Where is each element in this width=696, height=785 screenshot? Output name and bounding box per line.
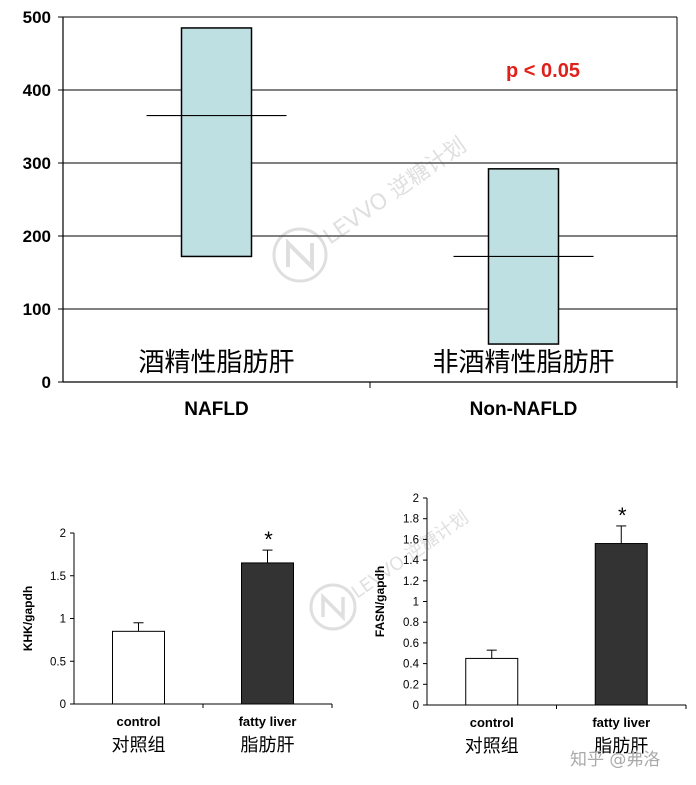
y-axis-label: FASN/gapdh [373, 566, 387, 637]
y-tick-label: 500 [23, 8, 51, 27]
y-tick-label: 2 [413, 493, 419, 505]
y-tick-label: 0.5 [50, 656, 66, 668]
y-tick-label: 0.6 [403, 638, 419, 650]
category-label-cn: 非酒精性脂肪肝 [432, 348, 614, 378]
bar [241, 562, 294, 705]
credit-text: 知乎 @弗洛 [570, 750, 660, 770]
category-label: NAFLD [184, 399, 248, 420]
y-tick-label: 1.2 [403, 576, 419, 588]
box [180, 27, 253, 258]
significance-star: * [264, 527, 273, 552]
significance-star: * [618, 503, 627, 528]
y-axis-label: KHK/gapdh [21, 586, 35, 651]
category-label-cn: 脂肪肝 [241, 735, 295, 756]
y-tick-label: 200 [23, 227, 51, 246]
category-label-cn: 对照组 [465, 736, 519, 757]
y-tick-label: 2 [60, 528, 66, 540]
category-label: Non-NAFLD [470, 399, 578, 420]
y-tick-label: 400 [23, 81, 51, 100]
category-label-cn: 酒精性脂肪肝 [138, 348, 294, 378]
bar-chart-fasn: 0 0.2 0.4 0.6 0.8 1 1.2 1.4 1.6 1.8 2 FASN/gapdh con… [373, 493, 687, 757]
y-tick-label: 1.5 [50, 571, 66, 583]
category-label: fatty liver [592, 715, 650, 730]
y-tick-label: 1 [413, 597, 419, 609]
y-tick-label: 0.2 [403, 679, 419, 691]
y-tick-label: 0.4 [403, 659, 420, 671]
bar-chart-khk: 0 0.5 1 1.5 2 KHK/gapdh control 对照组 * fatty liver… [21, 527, 333, 756]
category-label: fatty liver [239, 714, 297, 729]
p-value-annotation: p < 0.05 [506, 60, 580, 82]
watermark-logo: LEVVO 逆糖计划 [309, 507, 473, 631]
y-tick-label: 0 [60, 699, 66, 711]
category-label: control [470, 715, 514, 730]
y-tick-label: 1.6 [403, 534, 419, 546]
y-tick-label: 0 [413, 700, 419, 712]
bar [594, 543, 648, 706]
category-label: control [116, 714, 160, 729]
bar [465, 657, 519, 706]
box-chart-nafld: 0 100 200 300 400 500 酒精性脂肪肝 NAFLD 非酒精性脂肪肝 Non-NA… [23, 8, 678, 420]
y-tick-label: 100 [23, 300, 51, 319]
category-label-cn: 对照组 [112, 735, 166, 756]
y-tick-label: 1.4 [403, 555, 420, 567]
y-tick-label: 1 [60, 614, 66, 626]
bar [112, 630, 165, 705]
y-tick-label: 0 [42, 373, 51, 392]
watermark-logo: LEVVO 逆糖计划 [272, 133, 471, 283]
y-tick-label: 0.8 [403, 617, 419, 629]
y-tick-label: 300 [23, 154, 51, 173]
watermark-text: LEVVO 逆糖计划 [319, 133, 471, 250]
category-label-cn: 脂肪肝 [594, 736, 648, 757]
y-tick-label: 1.8 [403, 514, 419, 526]
